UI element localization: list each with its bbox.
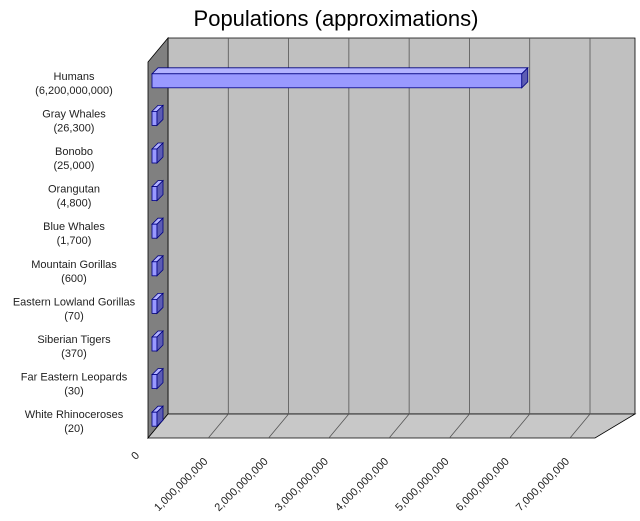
category-label: Gray Whales (26,300) (42, 108, 106, 134)
bars (151, 66, 529, 428)
x-tick-label: 6,000,000,000 (454, 456, 512, 514)
x-tick-label: 1,000,000,000 (152, 456, 210, 514)
bar-orangutan (151, 179, 164, 202)
bar-front (151, 374, 158, 390)
category-name: White Rhinoceroses (25, 409, 124, 421)
bar-bonobo (151, 142, 164, 164)
bar-mountain-gorillas (151, 254, 164, 277)
category-name: Mountain Gorillas (31, 259, 117, 271)
category-label: Siberian Tigers (370) (37, 334, 111, 360)
category-name: Siberian Tigers (37, 334, 111, 346)
x-axis-tick-labels: 0 1,000,000,000 2,000,000,000 3,000,000,000… (129, 450, 572, 514)
x-tick-label: 2,000,000,000 (212, 456, 270, 514)
floor-gridline (268, 413, 289, 439)
category-value: (6,200,000,000) (35, 85, 113, 97)
bar-front (151, 148, 158, 164)
bar-blue-whales (151, 217, 164, 240)
category-value: (30) (64, 386, 84, 398)
category-name: Far Eastern Leopards (21, 372, 128, 384)
bar-front (151, 298, 158, 314)
category-value: (25,000) (54, 160, 95, 172)
bar-siberian-tigers (151, 330, 164, 352)
category-label: Orangutan (4,800) (48, 184, 100, 210)
floor-gridline (207, 413, 229, 439)
category-value: (26,300) (54, 122, 95, 134)
bar-side (156, 330, 164, 352)
category-value: (4,800) (57, 198, 92, 210)
category-label: Mountain Gorillas (600) (31, 259, 117, 285)
bar-front (151, 261, 158, 277)
bar-side (156, 104, 164, 127)
x-tick-label: 4,000,000,000 (333, 456, 391, 514)
bar-side (521, 66, 529, 89)
bar-humans (151, 66, 529, 89)
floor-gridline (449, 413, 470, 439)
category-label: Bonobo (25,000) (54, 146, 95, 172)
bar-front (151, 73, 523, 89)
bar-side (156, 405, 164, 428)
chart-walls (147, 36, 637, 440)
category-value: (1,700) (57, 235, 92, 247)
category-label: Eastern Lowland Gorillas (70) (13, 296, 136, 322)
bar-front (151, 336, 158, 352)
category-name: Eastern Lowland Gorillas (13, 296, 136, 308)
bar-side (156, 179, 164, 202)
back-wall (167, 37, 636, 415)
bar-white-rhinoceroses (151, 405, 164, 428)
category-label: White Rhinoceroses (20) (25, 409, 124, 435)
category-label: Blue Whales (1,700) (43, 221, 105, 247)
bar-side (156, 142, 164, 164)
bar-side (156, 217, 164, 240)
category-name: Bonobo (55, 146, 93, 158)
category-name: Blue Whales (43, 221, 105, 233)
bar-eastern-lowland-gorillas (151, 292, 164, 315)
floor-gridline (328, 413, 350, 439)
bar-front (151, 411, 158, 427)
category-value: (70) (64, 310, 84, 322)
category-value: (600) (61, 273, 87, 285)
bar-side (156, 367, 164, 390)
bar-far-eastern-leopards (151, 367, 164, 390)
category-name: Orangutan (48, 184, 100, 196)
bar-front (151, 223, 158, 239)
chart-title: Populations (approximations) (194, 6, 479, 31)
bar-front (151, 111, 158, 126)
category-value: (20) (64, 423, 84, 435)
bar-gray-whales (151, 104, 164, 127)
floor-gridline (509, 413, 531, 439)
bar-front (151, 186, 158, 202)
x-tick-label: 0 (129, 450, 142, 463)
floor-gridline (569, 413, 591, 439)
floor (147, 413, 637, 439)
category-label: Far Eastern Leopards (30) (21, 372, 128, 398)
floor-gridline (388, 413, 410, 439)
category-value: (370) (61, 348, 87, 360)
category-label: Humans (6,200,000,000) (35, 71, 113, 97)
bar-side (156, 254, 164, 277)
gridlines (207, 38, 591, 439)
bar-top (151, 67, 529, 75)
bar-side (156, 292, 164, 315)
category-labels: Humans (6,200,000,000) Gray Whales (26,300)… (13, 71, 136, 435)
x-tick-label: 5,000,000,000 (393, 456, 451, 514)
category-name: Gray Whales (42, 108, 106, 120)
x-tick-label: 3,000,000,000 (273, 456, 331, 514)
category-name: Humans (54, 71, 95, 83)
x-tick-label: 7,000,000,000 (514, 456, 572, 514)
